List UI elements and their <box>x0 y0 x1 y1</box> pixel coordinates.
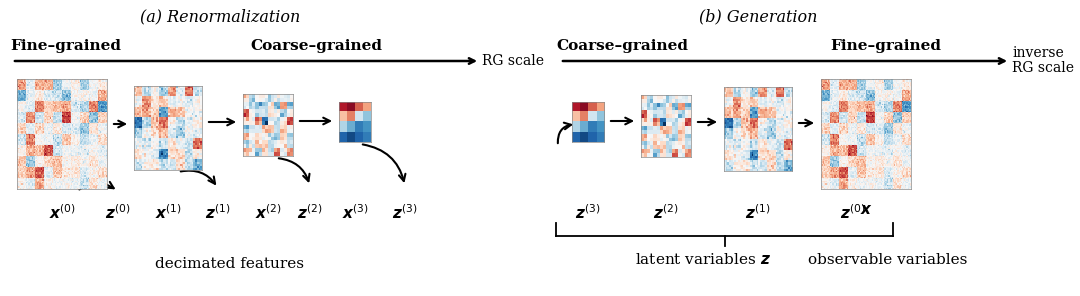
Text: (a) Renormalization: (a) Renormalization <box>140 8 300 25</box>
Text: $\mathbfit{z}^{(3)}$: $\mathbfit{z}^{(3)}$ <box>392 203 418 222</box>
Text: $\mathbfit{z}^{(2)}$: $\mathbfit{z}^{(2)}$ <box>297 203 323 222</box>
Text: Coarse–grained: Coarse–grained <box>556 39 688 53</box>
Text: $\mathbfit{x}^{(1)}$: $\mathbfit{x}^{(1)}$ <box>154 203 181 222</box>
Text: $\mathbfit{z}^{(1)}$: $\mathbfit{z}^{(1)}$ <box>205 203 231 222</box>
Text: $\mathbfit{x}$: $\mathbfit{x}$ <box>860 203 873 217</box>
Text: RG scale: RG scale <box>482 54 544 68</box>
Text: $\mathbfit{z}^{(0)}$: $\mathbfit{z}^{(0)}$ <box>106 203 131 222</box>
Text: $\mathbfit{x}^{(0)}$: $\mathbfit{x}^{(0)}$ <box>49 203 76 222</box>
Text: $\mathbfit{z}^{(2)}$: $\mathbfit{z}^{(2)}$ <box>653 203 678 222</box>
Text: Coarse–grained: Coarse–grained <box>249 39 382 53</box>
Text: decimated features: decimated features <box>156 257 305 271</box>
Text: $\mathbfit{x}^{(2)}$: $\mathbfit{x}^{(2)}$ <box>255 203 282 222</box>
Text: RG scale: RG scale <box>1012 61 1074 75</box>
Text: $\mathbfit{x}^{(3)}$: $\mathbfit{x}^{(3)}$ <box>341 203 368 222</box>
Text: $\mathbfit{z}^{(3)}$: $\mathbfit{z}^{(3)}$ <box>576 203 600 222</box>
Text: Fine–grained: Fine–grained <box>831 39 941 53</box>
Text: latent variables $\mathbfit{z}$: latent variables $\mathbfit{z}$ <box>635 252 771 268</box>
Text: inverse: inverse <box>1012 46 1064 60</box>
Text: Fine–grained: Fine–grained <box>10 39 121 53</box>
Text: observable variables: observable variables <box>808 253 968 267</box>
Text: (b) Generation: (b) Generation <box>699 8 818 25</box>
Text: $\mathbfit{z}^{(1)}$: $\mathbfit{z}^{(1)}$ <box>745 203 771 222</box>
Text: $\mathbfit{z}^{(0)}$: $\mathbfit{z}^{(0)}$ <box>840 203 866 222</box>
